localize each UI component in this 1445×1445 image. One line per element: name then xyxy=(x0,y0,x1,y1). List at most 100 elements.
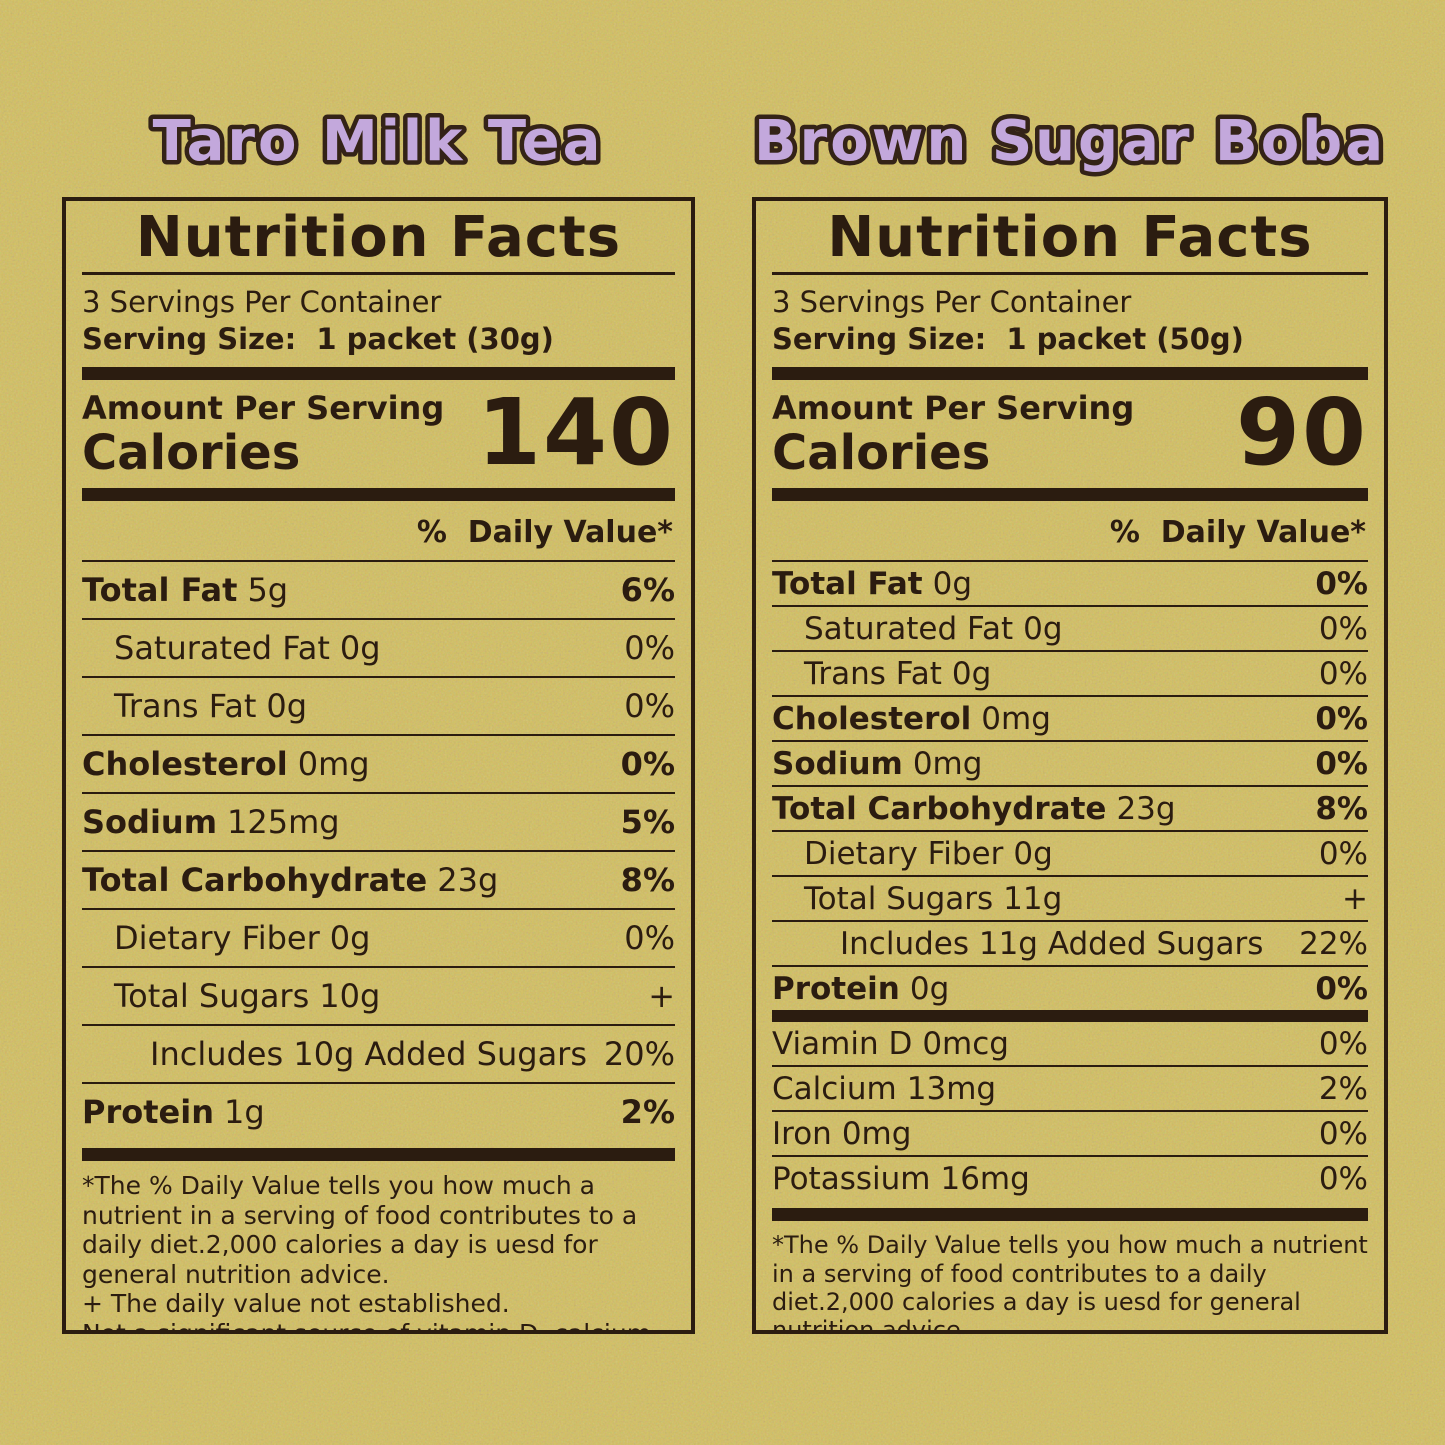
nutrient-row: Total Carbohydrate 23g 8% xyxy=(82,850,675,908)
nutrient-name: Sodium 125mg xyxy=(82,803,340,842)
nutrient-daily-value: 0% xyxy=(1315,565,1368,602)
nutrient-row: Total Fat 5g 6% xyxy=(82,560,675,618)
heading-rule xyxy=(772,271,1368,275)
nutrition-label-taro: Nutrition Facts 3 Servings Per Container… xyxy=(62,197,695,1334)
nutrient-row: Includes 10g Added Sugars 20% xyxy=(82,1024,675,1082)
nutrient-name: Calcium 13mg xyxy=(772,1070,997,1107)
nutrient-daily-value: 0% xyxy=(1315,745,1368,782)
product-title-left: Taro Milk Tea xyxy=(153,109,604,174)
nutrient-daily-value: 0% xyxy=(1318,835,1368,872)
nutrient-name: Total Sugars 11g xyxy=(804,880,1063,917)
nutrient-name: Iron 0mg xyxy=(772,1115,912,1152)
nutrient-daily-value: 8% xyxy=(620,861,675,900)
nutrition-facts-heading: Nutrition Facts xyxy=(827,205,1313,270)
nutrient-daily-value: 0% xyxy=(620,745,675,784)
nutrient-row: Saturated Fat 0g 0% xyxy=(82,618,675,676)
nutrient-row: Total Sugars 11g + xyxy=(772,875,1368,920)
nutrient-daily-value: 20% xyxy=(603,1035,675,1074)
nutrient-daily-value: 0% xyxy=(1318,610,1368,647)
nutrient-name: Viamin D 0mcg xyxy=(772,1025,1009,1062)
nutrient-daily-value: 0% xyxy=(624,629,675,668)
heading-rule xyxy=(82,271,675,275)
nutrient-daily-value: + xyxy=(648,977,675,1016)
footnote-line: *The % Daily Value tells you how much a … xyxy=(82,1171,638,1289)
product-titles: Taro Milk Tea Brown Sugar Boba xyxy=(148,105,1387,179)
nutrient-row: Dietary Fiber 0g 0% xyxy=(82,908,675,966)
thick-divider xyxy=(772,366,1368,380)
nutrient-name: Total Fat 0g xyxy=(772,565,972,602)
servings-per-container: 3 Servings Per Container xyxy=(82,284,442,319)
nutrient-daily-value: 0% xyxy=(624,687,675,726)
nutrient-name: Total Sugars 10g xyxy=(114,977,381,1016)
amount-per-serving: Amount Per Serving xyxy=(772,388,1135,427)
thick-divider xyxy=(82,488,675,502)
thick-divider xyxy=(772,488,1368,502)
nutrient-rows: Total Fat 0g 0% Saturated Fat 0g 0% Trans … xyxy=(772,560,1368,1200)
nutrient-daily-value: 6% xyxy=(620,571,675,610)
nutrient-daily-value: 0% xyxy=(1318,1160,1368,1197)
nutrient-name: Trans Fat 0g xyxy=(804,655,992,692)
footnote-line: Not a significant source of vitamin D, c… xyxy=(82,1318,660,1334)
nutrient-row: Potassium 16mg 0% xyxy=(772,1155,1368,1200)
nutrient-row: Includes 11g Added Sugars 22% xyxy=(772,920,1368,965)
nutrient-name: Protein 0g xyxy=(772,970,950,1007)
nutrient-name: Total Carbohydrate 23g xyxy=(772,790,1176,827)
nutrient-name: Cholesterol 0mg xyxy=(772,700,1051,737)
daily-value-header: % Daily Value* xyxy=(416,515,673,551)
nutrient-name: Trans Fat 0g xyxy=(114,687,308,726)
nutrient-daily-value: 0% xyxy=(1318,655,1368,692)
nutrient-row: Sodium 125mg 5% xyxy=(82,792,675,850)
nutrient-row: Total Sugars 10g + xyxy=(82,966,675,1024)
footnote-line: *The % Daily Value tells you how much a … xyxy=(772,1231,1368,1334)
nutrient-rows: Total Fat 5g 6% Saturated Fat 0g 0% Trans … xyxy=(82,560,675,1140)
nutrient-row: Sodium 0mg 0% xyxy=(772,740,1368,785)
servings-per-container: 3 Servings Per Container xyxy=(772,284,1132,319)
nutrient-row: Dietary Fiber 0g 0% xyxy=(772,830,1368,875)
nutrient-daily-value: 0% xyxy=(1318,1115,1368,1152)
nutrient-name: Saturated Fat 0g xyxy=(114,629,381,668)
nutrient-row: Calcium 13mg 2% xyxy=(772,1065,1368,1110)
nutrient-daily-value: + xyxy=(1342,880,1368,917)
nutrient-row: Viamin D 0mcg 0% xyxy=(772,1010,1368,1065)
nutrient-name: Potassium 16mg xyxy=(772,1160,1030,1197)
nutrition-facts-heading: Nutrition Facts xyxy=(135,205,622,270)
nutrient-row: Protein 1g 2% xyxy=(82,1082,675,1140)
nutrition-label-boba: Nutrition Facts 3 Servings Per Container… xyxy=(752,197,1388,1334)
product-title-right: Brown Sugar Boba xyxy=(754,109,1386,174)
calories-block: Amount Per Serving Calories 90 xyxy=(772,378,1368,486)
calories-value: 140 xyxy=(476,378,675,486)
nutrient-name: Includes 11g Added Sugars xyxy=(840,925,1264,962)
nutrient-daily-value: 2% xyxy=(620,1093,675,1132)
nutrient-row: Protein 0g 0% xyxy=(772,965,1368,1010)
nutrient-name: Protein 1g xyxy=(82,1093,265,1132)
nutrient-daily-value: 0% xyxy=(1318,1025,1368,1062)
nutrient-daily-value: 0% xyxy=(1315,970,1368,1007)
nutrient-row: Total Carbohydrate 23g 8% xyxy=(772,785,1368,830)
nutrient-name: Total Carbohydrate 23g xyxy=(82,861,499,900)
nutrient-row: Saturated Fat 0g 0% xyxy=(772,605,1368,650)
nutrient-row: Trans Fat 0g 0% xyxy=(82,676,675,734)
serving-size: Serving Size: 1 packet (30g) xyxy=(82,322,554,357)
nutrient-name: Saturated Fat 0g xyxy=(804,610,1063,647)
calories-labels: Amount Per Serving Calories xyxy=(772,388,1134,478)
thick-divider xyxy=(772,1208,1368,1222)
daily-value-header: % Daily Value* xyxy=(1109,515,1366,551)
calories-word: Calories xyxy=(772,424,991,481)
nutrient-daily-value: 0% xyxy=(624,919,675,958)
nutrient-name: Dietary Fiber 0g xyxy=(114,919,371,958)
nutrient-row: Total Fat 0g 0% xyxy=(772,560,1368,605)
nutrient-daily-value: 0% xyxy=(1315,700,1368,737)
nutrient-row: Cholesterol 0mg 0% xyxy=(82,734,675,792)
calories-value: 90 xyxy=(1235,378,1368,486)
nutrient-name: Total Fat 5g xyxy=(82,571,289,610)
nutrient-row: Cholesterol 0mg 0% xyxy=(772,695,1368,740)
thick-divider xyxy=(82,366,675,380)
nutrient-row: Iron 0mg 0% xyxy=(772,1110,1368,1155)
footnotes: *The % Daily Value tells you how much a … xyxy=(772,1231,1368,1334)
nutrient-daily-value: 5% xyxy=(620,803,675,842)
nutrient-daily-value: 2% xyxy=(1318,1070,1368,1107)
thick-divider xyxy=(82,1148,675,1162)
